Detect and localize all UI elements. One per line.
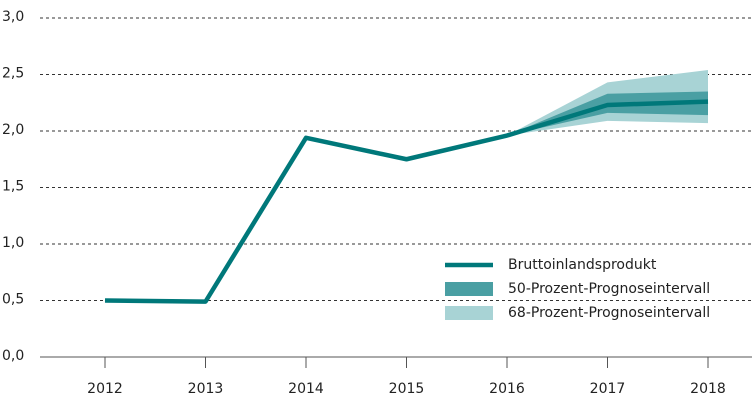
legend-swatch [445,306,493,320]
y-tick-label: 0,5 [2,292,24,308]
y-tick-label: 0,0 [2,348,24,364]
interval-band [507,82,608,136]
x-tick-label: 2014 [288,381,324,397]
legend-label: Bruttoinlandsprodukt [508,257,657,273]
y-tick-label: 1,5 [2,179,24,195]
line-series [104,99,709,304]
y-tick-label: 2,0 [2,122,24,138]
x-tick-label: 2017 [590,381,626,397]
x-tick-label: 2012 [87,381,123,397]
legend-label: 68-Prozent-Prognoseintervall [508,305,710,321]
legend-swatch [445,282,493,296]
y-tick-label: 1,0 [2,235,24,251]
interval-band [507,93,608,136]
x-tick-label: 2018 [690,381,726,397]
x-tick-label: 2016 [489,381,525,397]
y-tick-label: 3,0 [2,9,24,25]
x-tick-label: 2015 [389,381,425,397]
y-tick-label: 2,5 [2,66,24,82]
legend-label: 50-Prozent-Prognoseintervall [508,281,710,297]
x-tick-label: 2013 [188,381,224,397]
